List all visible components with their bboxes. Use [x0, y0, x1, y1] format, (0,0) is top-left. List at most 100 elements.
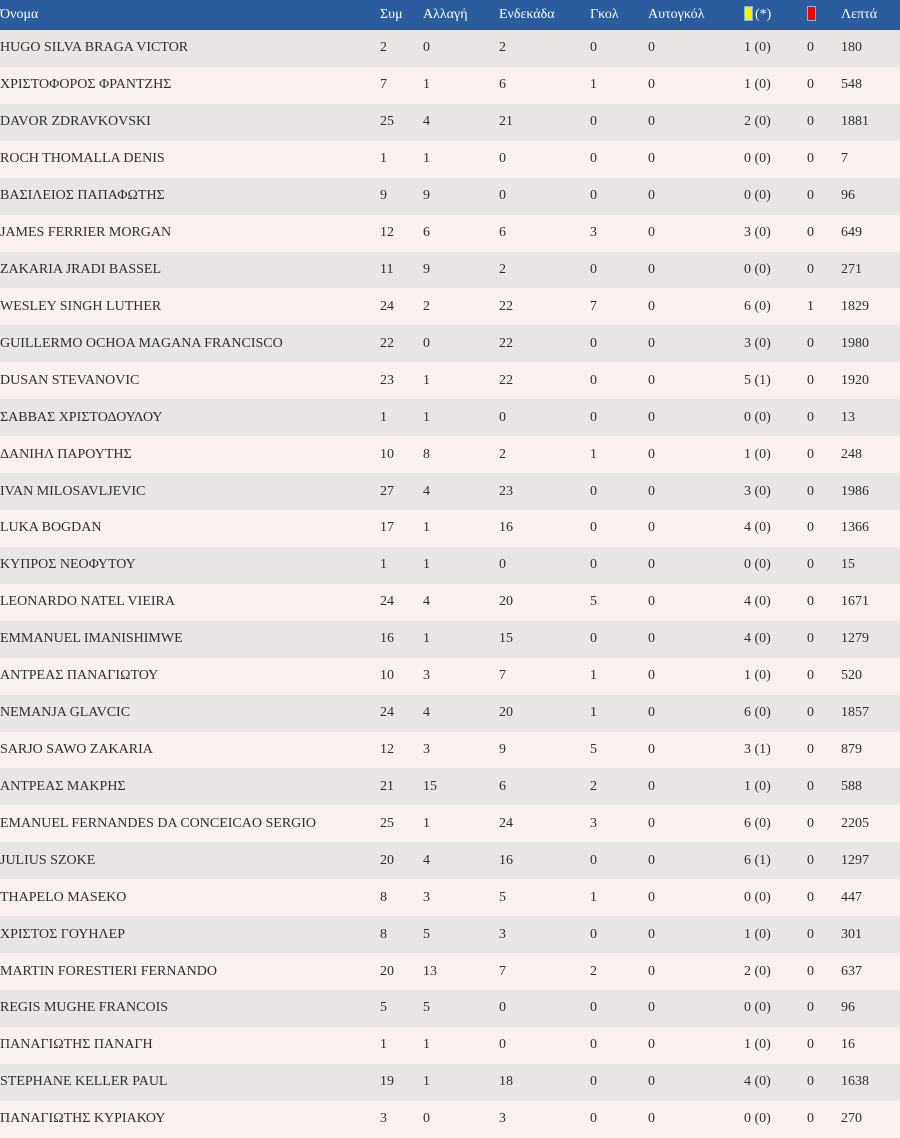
cell-minutes: 15	[841, 557, 855, 573]
cell-goals: 0	[590, 40, 597, 56]
cell-sub: 0	[423, 40, 430, 56]
cell-name: ΑΝΤΡΕΑΣ ΠΑΝΑΓΙΩΤΟΥ	[0, 668, 159, 684]
table-row: ΣΑΒΒΑΣ ΧΡΙΣΤΟΔΟΥΛΟΥ 1 1 0 0 0 0 (0) 0 13	[0, 399, 900, 437]
cell-yellow-cards: 4 (0)	[744, 520, 771, 536]
cell-name: ZAKARIA JRADI BASSEL	[0, 261, 162, 277]
cell-goals: 0	[590, 631, 597, 647]
cell-own-goals: 0	[648, 926, 655, 942]
cell-yellow-cards: 4 (0)	[744, 631, 771, 647]
cell-own-goals: 0	[648, 741, 655, 757]
cell-goals: 1	[590, 77, 597, 93]
table-row: STEPHANE KELLER PAUL 19 1 18 0 0 4 (0) 0 1638	[0, 1063, 900, 1101]
cell-minutes: 649	[841, 225, 862, 241]
cell-minutes: 1279	[841, 631, 869, 647]
table-row: ΠΑΝΑΓΙΩΤΗΣ ΚΥΡΙΑΚΟΥ 3 0 3 0 0 0 (0) 0 270	[0, 1100, 900, 1138]
cell-starting: 22	[499, 335, 513, 351]
cell-red-cards: 0	[807, 520, 814, 536]
cell-yellow-cards: 0 (0)	[744, 557, 771, 573]
cell-matches: 21	[380, 778, 394, 794]
cell-minutes: 1857	[841, 705, 869, 721]
cell-red-cards: 0	[807, 1074, 814, 1090]
cell-yellow-cards: 1 (0)	[744, 40, 771, 56]
cell-goals: 0	[590, 151, 597, 167]
cell-yellow-cards: 0 (0)	[744, 409, 771, 425]
table-row: LEONARDO NATEL VIEIRA 24 4 20 5 0 4 (0) 0 1671	[0, 583, 900, 621]
table-header-row: Όνομα Συμ Αλλαγή Ενδεκάδα Γκολ Αυτογκόλ …	[0, 0, 900, 30]
cell-matches: 16	[380, 631, 394, 647]
cell-own-goals: 0	[648, 520, 655, 536]
table-row: HUGO SILVA BRAGA VICTOR 2 0 2 0 0 1 (0) 0 180	[0, 30, 900, 67]
cell-yellow-cards: 6 (0)	[744, 815, 771, 831]
cell-name: ΠΑΝΑΓΙΩΤΗΣ ΠΑΝΑΓΗ	[0, 1037, 153, 1053]
cell-goals: 0	[590, 261, 597, 277]
cell-starting: 16	[499, 520, 513, 536]
cell-starting: 24	[499, 815, 513, 831]
cell-matches: 11	[380, 261, 394, 277]
cell-goals: 5	[590, 594, 597, 610]
cell-red-cards: 0	[807, 705, 814, 721]
cell-name: JAMES FERRIER MORGAN	[0, 225, 172, 241]
cell-red-cards: 0	[807, 151, 814, 167]
cell-matches: 24	[380, 298, 394, 314]
cell-minutes: 1829	[841, 298, 869, 314]
table-row: LUKA BOGDAN 17 1 16 0 0 4 (0) 0 1366	[0, 509, 900, 547]
cell-name: DAVOR ZDRAVKOVSKI	[0, 114, 151, 130]
cell-sub: 1	[423, 520, 430, 536]
col-header-name: Όνομα	[0, 7, 39, 22]
cell-matches: 2	[380, 40, 387, 56]
cell-goals: 0	[590, 335, 597, 351]
cell-sub: 1	[423, 1037, 430, 1053]
cell-yellow-cards: 2 (0)	[744, 114, 771, 130]
col-header-substitution: Αλλαγή	[423, 7, 468, 22]
cell-red-cards: 0	[807, 889, 814, 905]
cell-starting: 7	[499, 668, 506, 684]
cell-sub: 1	[423, 77, 430, 93]
cell-goals: 0	[590, 114, 597, 130]
cell-sub: 6	[423, 225, 430, 241]
cell-name: MARTIN FORESTIERI FERNANDO	[0, 963, 217, 979]
cell-yellow-cards: 6 (0)	[744, 705, 771, 721]
cell-name: ΚΥΠΡΟΣ ΝΕΟΦΥΤΟΥ	[0, 557, 136, 573]
cell-goals: 0	[590, 483, 597, 499]
cell-sub: 3	[423, 741, 430, 757]
table-row: DAVOR ZDRAVKOVSKI 25 4 21 0 0 2 (0) 0 1881	[0, 103, 900, 141]
cell-yellow-cards: 1 (0)	[744, 1037, 771, 1053]
cell-name: LUKA BOGDAN	[0, 520, 102, 536]
cell-red-cards: 0	[807, 372, 814, 388]
cell-minutes: 520	[841, 668, 862, 684]
cell-name: ΠΑΝΑΓΙΩΤΗΣ ΚΥΡΙΑΚΟΥ	[0, 1111, 166, 1127]
cell-minutes: 248	[841, 446, 862, 462]
cell-minutes: 180	[841, 40, 862, 56]
col-header-starting-eleven: Ενδεκάδα	[499, 7, 555, 22]
cell-starting: 2	[499, 261, 506, 277]
cell-starting: 3	[499, 1111, 506, 1127]
cell-goals: 0	[590, 926, 597, 942]
table-row: ΠΑΝΑΓΙΩΤΗΣ ΠΑΝΑΓΗ 1 1 0 0 0 1 (0) 0 16	[0, 1026, 900, 1064]
cell-sub: 2	[423, 298, 430, 314]
cell-sub: 1	[423, 1074, 430, 1090]
cell-starting: 2	[499, 446, 506, 462]
cell-matches: 27	[380, 483, 394, 499]
cell-own-goals: 0	[648, 1111, 655, 1127]
col-header-yellow-cards: (*)	[744, 0, 807, 30]
cell-sub: 4	[423, 594, 430, 610]
col-header-red-cards	[807, 0, 841, 30]
cell-goals: 3	[590, 815, 597, 831]
cell-yellow-cards: 5 (1)	[744, 372, 771, 388]
cell-sub: 0	[423, 1111, 430, 1127]
cell-name: LEONARDO NATEL VIEIRA	[0, 594, 175, 610]
cell-sub: 1	[423, 557, 430, 573]
cell-own-goals: 0	[648, 815, 655, 831]
cell-yellow-cards: 0 (0)	[744, 889, 771, 905]
cell-yellow-cards: 3 (0)	[744, 225, 771, 241]
cell-yellow-cards: 1 (0)	[744, 778, 771, 794]
cell-name: ROCH THOMALLA DENIS	[0, 151, 165, 167]
table-row: JULIUS SZOKE 20 4 16 0 0 6 (1) 0 1297	[0, 842, 900, 880]
cell-red-cards: 0	[807, 926, 814, 942]
cell-red-cards: 0	[807, 188, 814, 204]
cell-yellow-cards: 0 (0)	[744, 261, 771, 277]
cell-matches: 1	[380, 557, 387, 573]
cell-goals: 3	[590, 225, 597, 241]
cell-minutes: 2205	[841, 815, 869, 831]
